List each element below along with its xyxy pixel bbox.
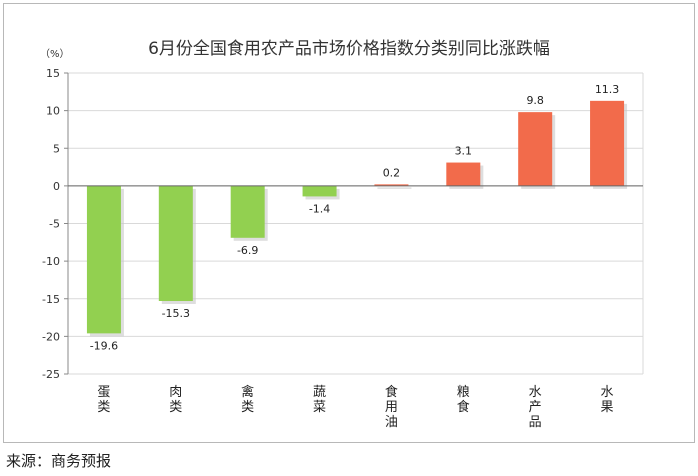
category-label: 水产品 (529, 385, 542, 430)
y-tick-label: -15 (42, 293, 60, 306)
bar (590, 100, 625, 186)
y-tick-label: -20 (42, 330, 60, 343)
y-tick-label: -5 (49, 218, 60, 231)
y-axis-unit: （%） (40, 48, 70, 60)
bar (86, 185, 121, 334)
y-tick-label: 5 (53, 142, 60, 155)
y-tick-label: 0 (53, 180, 60, 193)
data-label: 9.8 (526, 94, 544, 107)
data-label: 0.2 (383, 166, 401, 179)
y-tick-label: -10 (42, 255, 60, 268)
category-label: 肉类 (169, 385, 182, 415)
y-tick-label: 15 (46, 67, 60, 80)
bars (86, 100, 628, 337)
bar (302, 185, 337, 197)
gridlines (68, 72, 643, 375)
data-label: 11.3 (595, 83, 620, 96)
data-label: -1.4 (309, 202, 330, 215)
data-label: -15.3 (162, 307, 190, 320)
category-label: 粮食 (457, 385, 470, 415)
source-note: 来源：商务预报 (6, 452, 112, 470)
y-tick-labels: 15 10 5 0 -5 -10 -15 -20 -25 (42, 67, 60, 381)
bar (158, 185, 193, 302)
data-labels: -19.6 -15.3 -6.9 -1.4 0.2 3.1 9.8 11.3 (90, 83, 620, 353)
y-tick-label: -25 (42, 368, 60, 381)
category-label: 水果 (601, 385, 614, 415)
chart-title: 6月份全国食用农产品市场价格指数分类别同比涨跌幅 (148, 39, 550, 59)
bar (230, 185, 265, 238)
category-label: 食用油 (385, 384, 398, 430)
bar-shadow (377, 187, 412, 189)
axes (64, 72, 644, 375)
data-label: -19.6 (90, 339, 118, 352)
bar (446, 162, 481, 186)
data-label: -6.9 (237, 244, 258, 257)
category-label: 禽类 (241, 384, 254, 415)
data-label: 3.1 (455, 145, 473, 158)
category-label: 蔬菜 (313, 385, 326, 415)
bar (374, 184, 409, 186)
category-labels: 蛋类 肉类 禽类 蔬菜 食用油 粮食 水产品 水果 (97, 384, 613, 430)
y-tick-label: 10 (46, 105, 60, 118)
bar (518, 112, 553, 186)
category-label: 蛋类 (97, 385, 110, 415)
